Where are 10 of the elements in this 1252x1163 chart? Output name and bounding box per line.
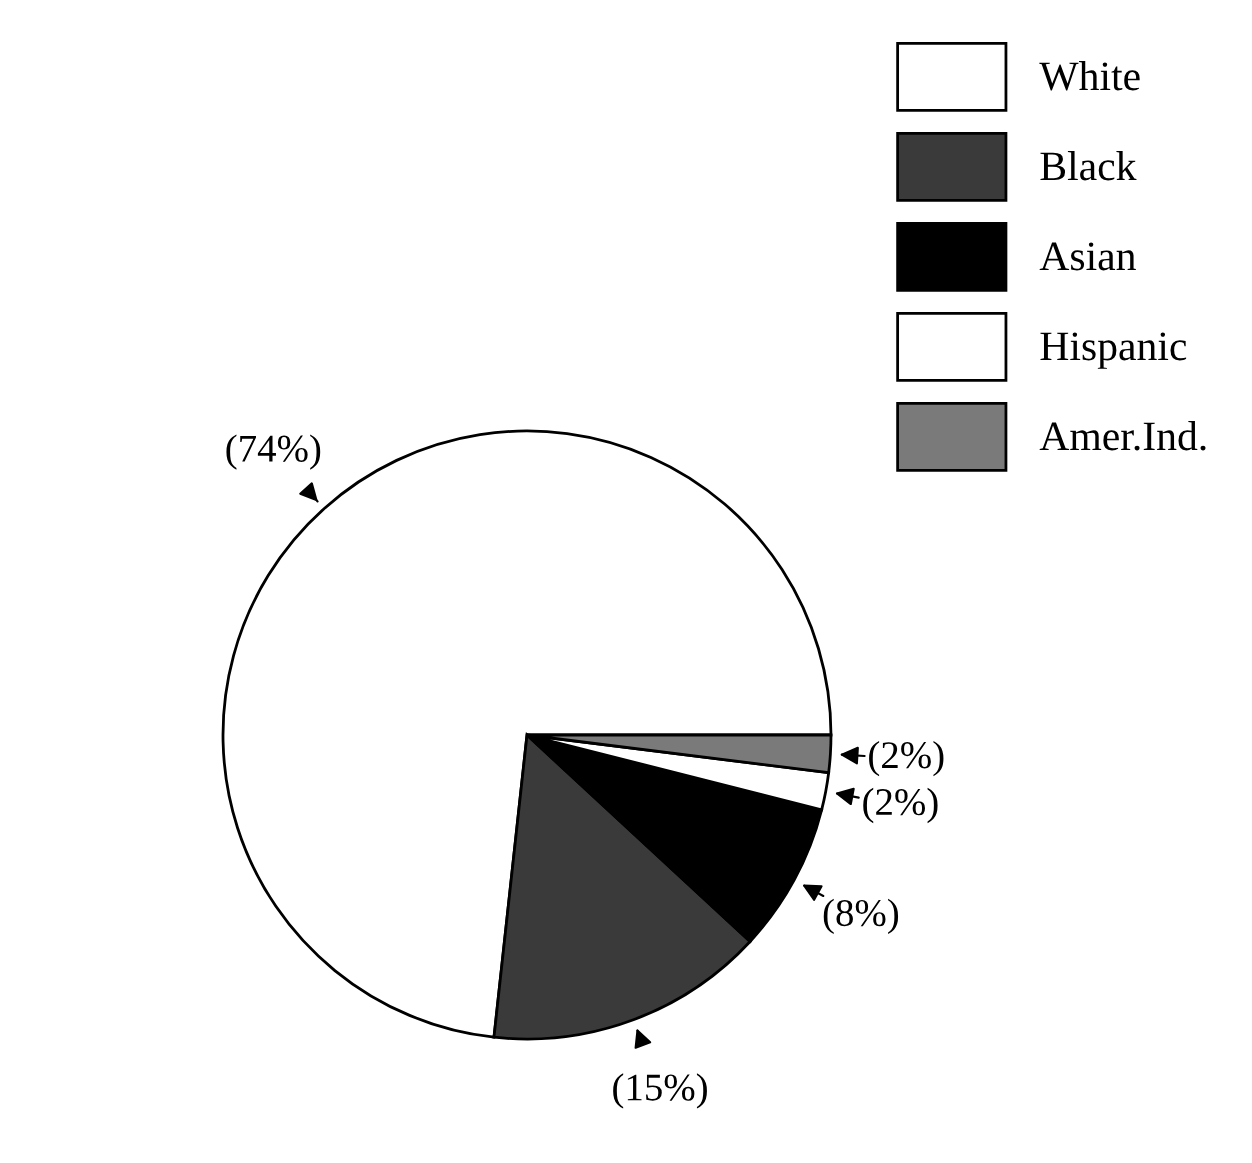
legend-label: White: [1039, 61, 1140, 91]
data-label: (15%): [613, 1073, 707, 1109]
data-label: (74%): [226, 434, 321, 470]
legend-label: Black: [1040, 151, 1137, 181]
legend-label: Hispanic: [1040, 332, 1187, 369]
data-label: (8%): [823, 898, 899, 935]
legend-label: Asian: [1039, 242, 1136, 271]
data-label: (2%): [863, 787, 938, 824]
legend-label: Amer.Ind.: [1039, 421, 1206, 451]
data-label: (2%): [869, 740, 944, 777]
